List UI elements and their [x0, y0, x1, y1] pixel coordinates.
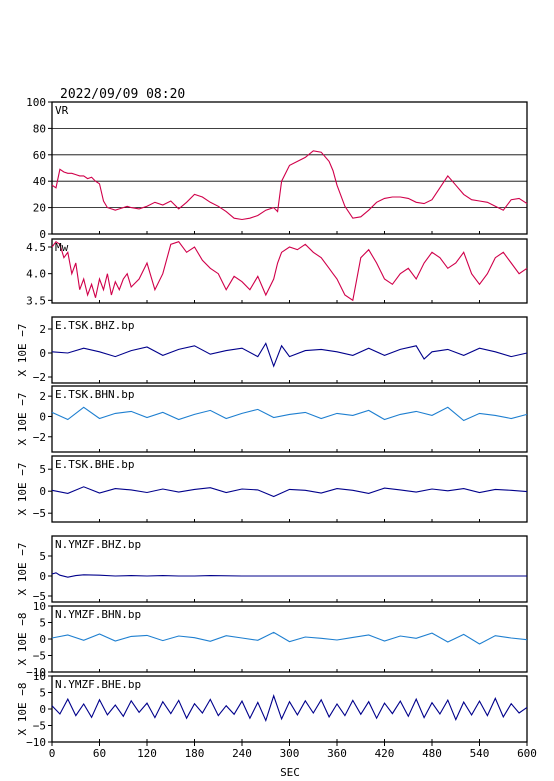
panel-title-e-tsk-bhn: E.TSK.BHN.bp [55, 388, 134, 401]
x-axis-ticks: 0 60 120 180 240 300 360 420 480 540 600 [49, 742, 537, 760]
y-tick-label: −5 [33, 507, 46, 520]
panel-title-n-ymzf-bhz: N.YMZF.BHZ.bp [55, 538, 141, 551]
y-tick-label: 100 [26, 96, 46, 109]
panel-title-vr: VR [55, 104, 69, 117]
y-tick-label: −2 [33, 431, 46, 444]
panel-e-tsk-bhz: −2 0 2 X 10E −7 E.TSK.BHZ.bp [16, 316, 528, 384]
y-tick-label: 0 [39, 703, 46, 716]
panel-title-n-ymzf-bhn: N.YMZF.BHN.bp [55, 608, 141, 621]
series-line-vr [51, 150, 528, 221]
series-line-n-ymzf-bhz [51, 572, 527, 578]
y-tick-label: −5 [33, 650, 46, 663]
y-unit-label: X 10E −7 [16, 463, 29, 516]
y-unit-label: X 10E −8 [16, 613, 29, 666]
y-tick-label: 5 [39, 550, 46, 563]
y-unit-label: X 10E −7 [16, 393, 29, 446]
series-line-n-ymzf-bhn [51, 631, 528, 645]
y-tick-label: 4.0 [26, 268, 46, 281]
x-tick-label: 300 [280, 747, 300, 760]
panel-title-e-tsk-bhz: E.TSK.BHZ.bp [55, 319, 134, 332]
x-axis-label: SEC [280, 766, 300, 779]
series-line-n-ymzf-bhe [51, 694, 528, 723]
panel-n-ymzf-bhn: −10 −5 0 5 10 X 10E −8 N.YMZF.BHN.bp [16, 600, 528, 679]
x-tick-label: 480 [422, 747, 442, 760]
panel-title-n-ymzf-bhe: N.YMZF.BHE.bp [55, 678, 141, 691]
x-tick-label: 60 [93, 747, 106, 760]
y-tick-label: −10 [26, 736, 46, 749]
panel-title-e-tsk-bhe: E.TSK.BHE.bp [55, 458, 134, 471]
y-tick-label: 3.5 [26, 294, 46, 307]
panel-frame [51, 101, 528, 235]
x-tick-label: 0 [49, 747, 56, 760]
series-line-mw [51, 240, 528, 302]
x-tick-label: 540 [470, 747, 490, 760]
y-tick-label: 20 [33, 202, 46, 215]
y-tick-label: 2 [39, 390, 46, 403]
panel-n-ymzf-bhe: −10 −5 0 5 10 X 10E −8 N.YMZF.BHE.bp [16, 670, 528, 749]
y-tick-label: 5 [39, 617, 46, 630]
y-tick-label: −10 [26, 666, 46, 679]
x-tick-label: 600 [517, 747, 537, 760]
panel-frame [51, 238, 528, 304]
panel-mw: 3.5 4.0 4.5 Mw [26, 238, 528, 307]
y-tick-label: 5 [39, 463, 46, 476]
y-unit-label: X 10E −8 [16, 683, 29, 736]
y-tick-label: 0 [39, 347, 46, 360]
y-tick-label: 0 [39, 410, 46, 423]
panel-e-tsk-bhn: −2 0 2 X 10E −7 E.TSK.BHN.bp [16, 385, 528, 453]
y-tick-label: 10 [33, 670, 46, 683]
y-tick-label: 0 [39, 570, 46, 583]
series-line-e-tsk-bhz [51, 342, 528, 368]
y-tick-label: −5 [33, 590, 46, 603]
panel-e-tsk-bhe: −5 0 5 X 10E −7 E.TSK.BHE.bp [16, 455, 528, 523]
x-tick-label: 240 [232, 747, 252, 760]
y-unit-label: X 10E −7 [16, 543, 29, 596]
x-tick-label: 420 [375, 747, 395, 760]
y-tick-label: 0 [39, 228, 46, 241]
x-tick-label: 120 [137, 747, 157, 760]
y-tick-label: 2 [39, 323, 46, 336]
timestamp-label: 2022/09/09 08:20 [60, 87, 185, 102]
y-tick-label: −5 [33, 720, 46, 733]
x-tick-label: 360 [327, 747, 347, 760]
series-line-e-tsk-bhn [51, 406, 528, 422]
series-line-e-tsk-bhe [51, 486, 528, 498]
panel-n-ymzf-bhz: −5 0 5 X 10E −7 N.YMZF.BHZ.bp [16, 535, 528, 603]
y-tick-label: 0 [39, 485, 46, 498]
panel-vr: 0 20 40 60 80 100 VR [26, 96, 528, 241]
y-tick-label: 40 [33, 175, 46, 188]
y-tick-label: −2 [33, 371, 46, 384]
y-unit-label: X 10E −7 [16, 324, 29, 377]
y-tick-label: 0 [39, 633, 46, 646]
y-tick-label: 60 [33, 149, 46, 162]
y-tick-label: 4.5 [26, 241, 46, 254]
y-tick-label: 5 [39, 687, 46, 700]
y-tick-label: 80 [33, 122, 46, 135]
y-tick-label: 10 [33, 600, 46, 613]
panel-title-mw: Mw [55, 241, 69, 254]
x-tick-label: 180 [185, 747, 205, 760]
